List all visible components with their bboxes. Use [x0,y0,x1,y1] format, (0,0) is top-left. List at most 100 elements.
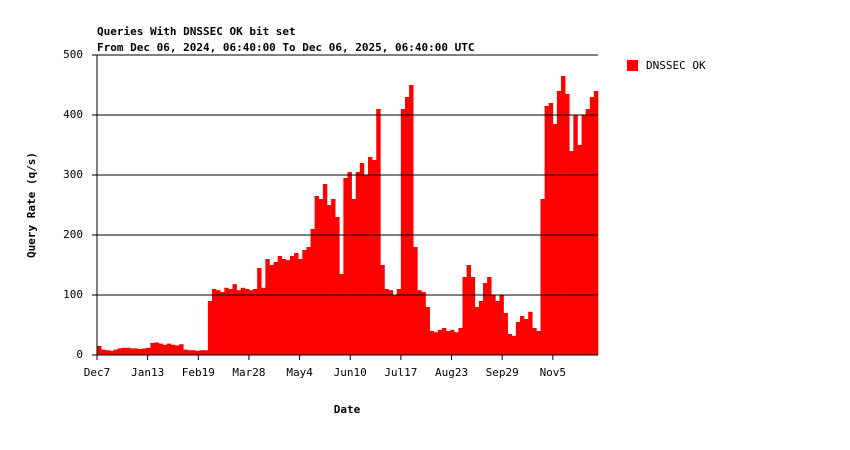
bar [117,348,122,355]
bar [548,103,554,355]
bar [380,265,385,355]
bar [487,277,492,355]
bar [97,346,102,355]
bar [129,348,135,355]
bar [273,262,278,355]
bar [224,287,229,355]
bar [363,175,369,355]
bar [318,199,324,355]
bar [593,91,599,355]
bar [183,349,188,355]
bar [515,322,521,355]
bar [269,265,274,355]
bar [544,106,550,355]
bar [565,94,570,355]
y-tick-label: 500 [63,48,83,61]
bar [454,332,459,355]
bar [228,289,233,355]
bar [265,259,270,355]
bar [552,124,558,355]
bar [162,344,168,355]
bar [154,342,159,355]
bar [138,349,143,355]
bar [322,184,328,355]
x-tick-label: Dec7 [84,366,111,379]
bar [351,199,357,355]
bar [121,347,127,355]
bar [400,109,406,355]
bar [507,334,513,355]
bar [125,347,131,355]
bar [462,277,467,355]
bar [203,350,209,355]
bar [478,301,484,355]
bar [310,229,315,355]
bar [166,343,172,355]
bar [528,311,533,355]
x-tick-label: Sep29 [486,366,519,379]
bar [290,256,295,355]
bar [396,289,402,355]
bar [240,287,246,355]
bar [220,292,225,355]
bar [244,289,250,355]
bar [437,329,443,355]
bar [569,151,574,355]
y-tick-label: 0 [76,348,83,361]
bar [142,348,147,355]
bar [285,260,291,355]
bar [495,301,500,355]
bar [466,265,471,355]
bar [458,328,463,355]
x-tick-label: Jul17 [384,366,417,379]
bar [331,199,336,355]
bar [425,307,430,355]
bar [577,145,582,355]
bar [232,284,237,355]
bar [158,343,164,355]
bar [470,277,476,355]
bar [585,109,591,355]
bar [388,290,393,355]
bar [261,287,266,355]
bar [199,350,205,355]
y-axis-label: Query Rate (q/s) [25,152,38,258]
bar [413,247,418,355]
bar [187,350,192,355]
bar [355,172,361,355]
bar [216,290,221,355]
bar [195,350,200,355]
bar [175,345,180,355]
bar [499,295,504,355]
bar [257,268,262,355]
bar [109,350,114,355]
bar [335,217,340,355]
x-tick-label: May4 [286,366,313,379]
bar [302,250,307,355]
y-tick-label: 400 [63,108,83,121]
bar [446,331,451,355]
bar [417,290,422,355]
bar [326,205,332,355]
bar [429,331,435,355]
bar [556,91,562,355]
bar [306,247,311,355]
bar [589,97,595,355]
bar [511,335,517,355]
x-tick-label: Mar28 [232,366,265,379]
bar [207,301,213,355]
bar [105,350,110,355]
bar [298,259,303,355]
bar [441,328,447,355]
chart-title: Queries With DNSSEC OK bit set [97,25,296,38]
bar [540,199,545,355]
bar [491,295,496,355]
bar [519,316,525,355]
chart-subtitle: From Dec 06, 2024, 06:40:00 To Dec 06, 2… [97,41,475,54]
bar [253,289,258,355]
bar [133,348,139,355]
bar [561,76,566,355]
bar [524,319,529,355]
